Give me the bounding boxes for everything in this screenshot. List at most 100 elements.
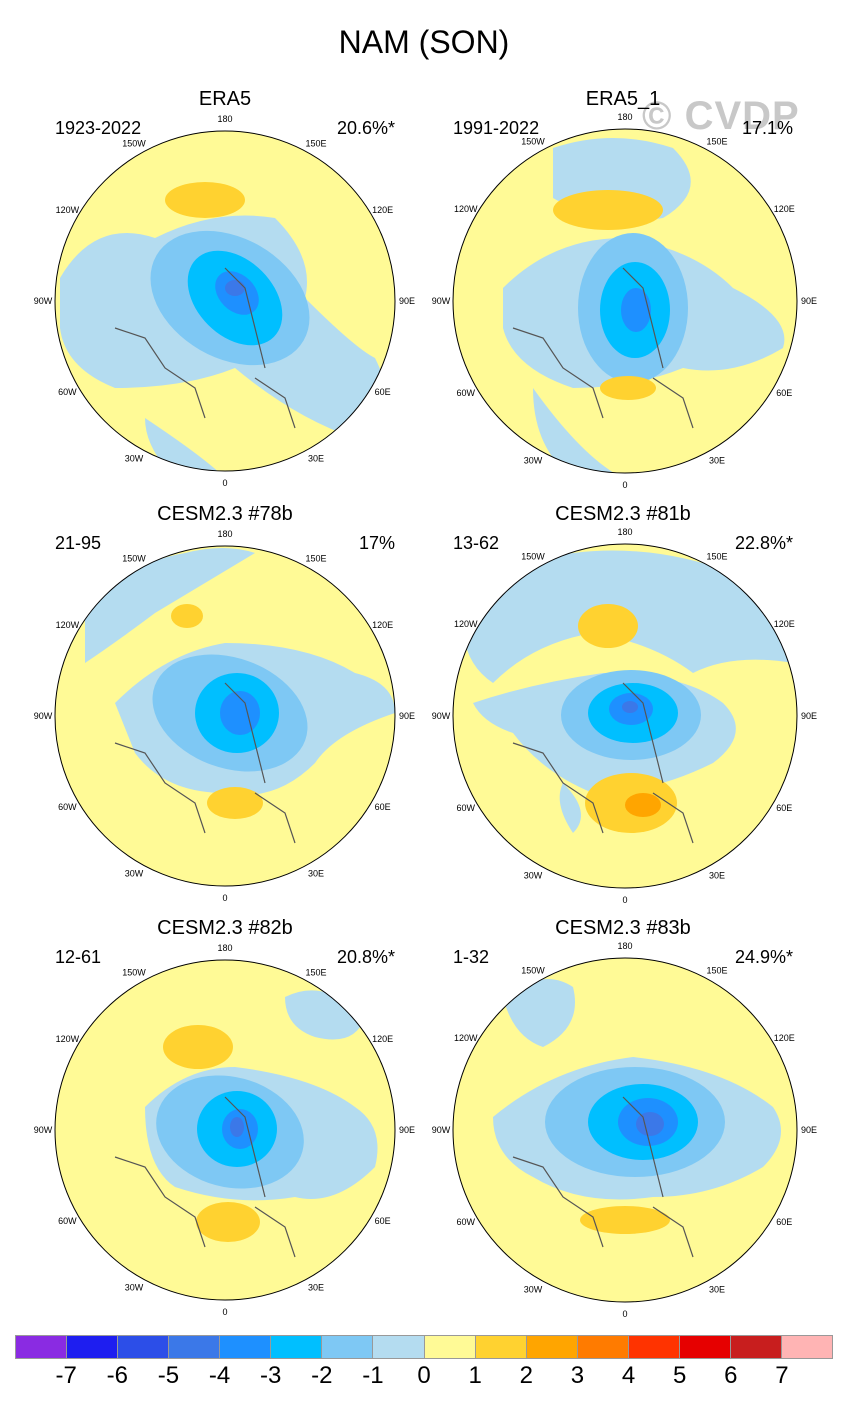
panel-percent: 17.1% xyxy=(741,118,793,138)
longitude-label: 60W xyxy=(58,802,77,812)
longitude-label: 30E xyxy=(709,870,725,880)
colorbar-tick-label: 6 xyxy=(724,1362,738,1389)
panel-years: 21-95 xyxy=(55,533,102,553)
colorbar-box xyxy=(628,1336,680,1358)
longitude-label: 180 xyxy=(217,529,232,539)
polar-map: 180 150E 120E 90E 60E 30E 0 30W 60W 90W 120W 150W xyxy=(34,943,415,1317)
colorbar-tick-label: 1 xyxy=(468,1362,482,1389)
longitude-label: 90W xyxy=(34,711,53,721)
longitude-label: 30W xyxy=(125,454,144,464)
longitude-label: 30E xyxy=(709,455,725,465)
longitude-label: 30E xyxy=(308,1283,324,1293)
colorbar-tick-label: -4 xyxy=(208,1362,231,1389)
panel-cesm82b: CESM2.3 #82b 12-61 20.8%* 180 150E 120E 90E… xyxy=(34,917,455,1317)
colorbar-box xyxy=(271,1336,323,1358)
figure-title: NAM (SON) xyxy=(338,24,510,60)
colorbar-box xyxy=(679,1336,731,1358)
longitude-label: 180 xyxy=(217,943,232,953)
panel-title: CESM2.3 #78b xyxy=(157,503,293,525)
longitude-label: 0 xyxy=(622,895,627,905)
longitude-label: 90E xyxy=(399,711,415,721)
longitude-label: 60E xyxy=(375,1216,391,1226)
panel-title: ERA5_1 xyxy=(585,88,661,110)
colorbar-box xyxy=(781,1336,832,1358)
panel-percent: 24.9%* xyxy=(734,947,793,967)
longitude-label: 150E xyxy=(305,553,326,563)
polar-map: 180 150E 120E 90E 60E 30E 0 30W 60W 90W 120W 150W xyxy=(432,941,817,1319)
longitude-label: 30W xyxy=(524,870,543,880)
longitude-label: 150E xyxy=(706,137,727,147)
colorbar-box xyxy=(424,1336,476,1358)
colorbar-tick-label: -6 xyxy=(106,1362,128,1389)
panel-percent: 17% xyxy=(358,533,395,553)
colorbar-tick-label: -2 xyxy=(311,1362,333,1389)
longitude-label: 120E xyxy=(372,620,393,630)
colorbar-box xyxy=(526,1336,578,1358)
longitude-label: 90W xyxy=(34,296,53,306)
panel-title: CESM2.3 #81b xyxy=(555,503,691,525)
panel-cesm78b: CESM2.3 #78b 21-95 17% 180 150E 120E 90E 60E… xyxy=(34,503,455,903)
longitude-label: 60W xyxy=(58,387,77,397)
longitude-label: 150W xyxy=(521,552,545,562)
longitude-label: 90W xyxy=(432,296,451,306)
panel-title: CESM2.3 #83b xyxy=(555,917,691,939)
polar-map: 180 150E 120E 90E 60E 30E 0 30W 60W 90W 120W 150W xyxy=(432,112,817,490)
watermark: © CVDP xyxy=(642,94,800,138)
colorbar-tick-label: 0 xyxy=(417,1362,431,1389)
colorbar-tick-label: 7 xyxy=(775,1362,789,1389)
colorbar-box xyxy=(220,1336,272,1358)
polar-map: 180 150E 120E 90E 60E 30E 0 30W 60W 90W 120W 150W xyxy=(34,114,415,488)
longitude-label: 120W xyxy=(56,1034,80,1044)
longitude-label: 150E xyxy=(706,552,727,562)
colorbar-tick-label: -5 xyxy=(157,1362,180,1389)
longitude-label: 60W xyxy=(456,1217,475,1227)
longitude-label: 120E xyxy=(774,619,795,629)
longitude-label: 0 xyxy=(622,480,627,490)
longitude-label: 30E xyxy=(308,869,324,879)
longitude-label: 150W xyxy=(122,967,146,977)
colorbar-box xyxy=(169,1336,221,1358)
polar-map: 180 150E 120E 90E 60E 30E 0 30W 60W 90W 120W 150W xyxy=(34,529,415,903)
longitude-label: 120W xyxy=(56,205,80,215)
longitude-label: 150W xyxy=(122,553,146,563)
longitude-label: 150E xyxy=(305,138,326,148)
longitude-label: 30E xyxy=(308,454,324,464)
longitude-label: 180 xyxy=(217,114,232,124)
longitude-label: 150E xyxy=(706,966,727,976)
longitude-label: 60E xyxy=(375,387,391,397)
colorbar-box xyxy=(577,1336,629,1358)
longitude-label: 30W xyxy=(125,869,144,879)
colorbar-tick-label: -7 xyxy=(55,1362,77,1389)
panel-title: CESM2.3 #82b xyxy=(157,917,293,939)
longitude-label: 60E xyxy=(375,802,391,812)
longitude-label: 180 xyxy=(617,941,632,951)
longitude-label: 30W xyxy=(524,455,543,465)
longitude-label: 60E xyxy=(776,1217,792,1227)
longitude-label: 90E xyxy=(399,1125,415,1135)
longitude-label: 90E xyxy=(801,711,817,721)
longitude-label: 120W xyxy=(454,204,478,214)
colorbar-labels: -7 -6 -5 -4 -3 -2 -1 0 1 2 3 4 5 6 7 xyxy=(15,1362,833,1392)
longitude-label: 60E xyxy=(776,803,792,813)
panel-years: 12-61 xyxy=(55,947,102,967)
colorbar-box xyxy=(322,1336,374,1358)
panel-cesm81b: CESM2.3 #81b 13-62 22.8%* 180 150E 120E 90E… xyxy=(432,503,848,905)
colorbar xyxy=(15,1335,833,1359)
longitude-label: 0 xyxy=(622,1309,627,1319)
longitude-label: 120E xyxy=(372,1034,393,1044)
longitude-label: 120W xyxy=(454,619,478,629)
colorbar-box xyxy=(16,1336,68,1358)
colorbar-box xyxy=(373,1336,425,1358)
colorbar-box xyxy=(730,1336,782,1358)
polar-map: 180 150E 120E 90E 60E 30E 0 30W 60W 90W 120W 150W xyxy=(432,527,817,905)
longitude-label: 30W xyxy=(125,1283,144,1293)
longitude-label: 90W xyxy=(432,1125,451,1135)
colorbar-box xyxy=(475,1336,527,1358)
panel-years: 1-32 xyxy=(453,947,490,967)
longitude-label: 120W xyxy=(56,620,80,630)
longitude-label: 150W xyxy=(122,138,146,148)
longitude-label: 0 xyxy=(222,478,227,488)
longitude-label: 120E xyxy=(774,1033,795,1043)
longitude-label: 120E xyxy=(774,204,795,214)
panel-percent: 22.8%* xyxy=(734,533,793,553)
